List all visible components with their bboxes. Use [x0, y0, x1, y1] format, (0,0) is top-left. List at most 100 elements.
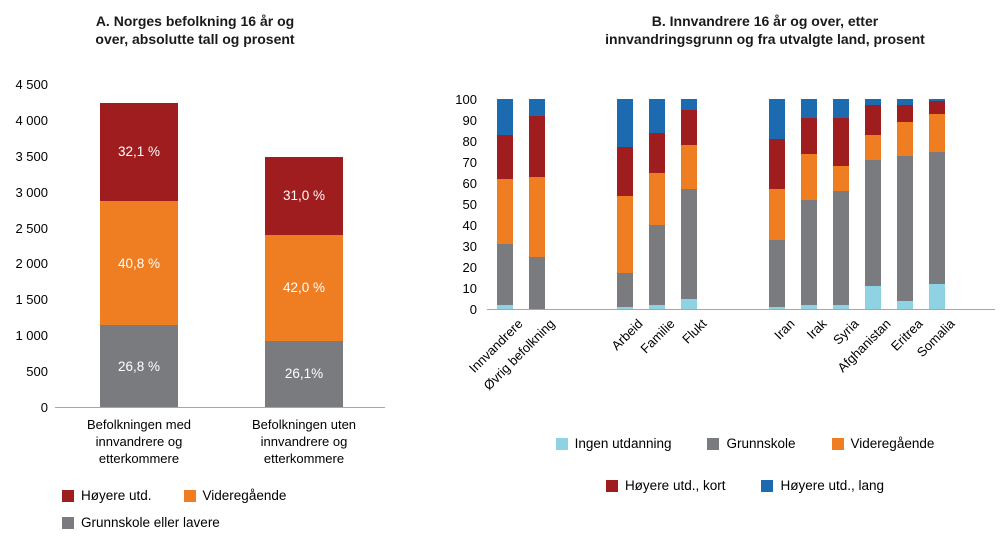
chart-b-segment — [681, 298, 697, 309]
chart-b-title-line1: B. Innvandrere 16 år og over, etter — [651, 13, 879, 29]
legend-item: Høyere utd. — [62, 488, 152, 503]
chart-b-segment — [897, 122, 913, 156]
chart-b-segment — [897, 155, 913, 301]
chart-a-legend-row: Grunnskole eller lavere — [62, 515, 220, 530]
chart-a-segment: 42,0 % — [265, 234, 343, 341]
chart-b-segment — [649, 99, 665, 133]
chart-a-segment: 31,0 % — [265, 156, 343, 235]
chart-a-title-line2: over, absolutte tall og prosent — [95, 31, 295, 47]
chart-b-bar — [801, 99, 817, 309]
chart-b-y-tick-label: 20 — [462, 260, 477, 275]
chart-b-segment — [897, 300, 913, 309]
chart-b-y-tick-label: 80 — [462, 134, 477, 149]
chart-b-segment — [497, 178, 513, 244]
chart-b-segment — [801, 117, 817, 154]
chart-a-y-tick-label: 0 — [40, 400, 48, 415]
legend-label: Høyere utd. — [81, 488, 152, 503]
chart-a-bar: 26,8 % 40,8 % 32,1 % — [100, 84, 178, 407]
legend-swatch — [62, 489, 74, 502]
segment-percent-label: 40,8 % — [117, 255, 161, 271]
legend-swatch — [555, 437, 568, 450]
chart-a-category-label-line: Befolkningen med — [86, 417, 192, 432]
chart-b-y-tick-label: 60 — [462, 176, 477, 191]
chart-b-segment — [497, 304, 513, 309]
chart-a-title: A. Norges befolkning 16 år og over, abso… — [20, 12, 370, 48]
chart-b-y-tick-label: 0 — [469, 302, 477, 317]
chart-b-segment — [769, 138, 785, 190]
chart-b-segment — [529, 256, 545, 309]
legend-swatch — [605, 479, 618, 492]
chart-a-category-label-line: innvandrere og — [260, 434, 348, 449]
legend-label: Ingen utdanning — [574, 436, 672, 451]
chart-b-segment — [833, 99, 849, 118]
chart-b-bar — [617, 99, 633, 309]
chart-b-title-line2: innvandringsgrunn og fra utvalgte land, … — [605, 31, 925, 47]
segment-percent-label: 26,8 % — [117, 358, 161, 374]
chart-b-y-tick-label: 100 — [455, 92, 477, 107]
chart-b-segment — [497, 99, 513, 135]
chart-a-panel: A. Norges befolkning 16 år og over, abso… — [0, 0, 430, 560]
chart-b-segment — [801, 199, 817, 305]
chart-b-segment — [929, 151, 945, 284]
chart-b-y-tick-label: 10 — [462, 281, 477, 296]
legend-item: Høyere utd., kort — [605, 478, 725, 493]
chart-b-segment — [617, 195, 633, 274]
chart-b-segment — [617, 306, 633, 309]
chart-a-y-tick-label: 3 500 — [15, 148, 48, 164]
chart-b-panel: B. Innvandrere 16 år og over, etter innv… — [430, 0, 1000, 560]
chart-a-category-label-line: etterkommere — [263, 451, 345, 466]
legend-item: Grunnskole — [707, 436, 796, 451]
chart-a-category-label-line: Befolkningen uten — [251, 417, 357, 432]
chart-b-segment — [865, 99, 881, 106]
chart-b-segment — [529, 176, 545, 257]
chart-b-segment — [497, 243, 513, 305]
chart-b-segment — [649, 225, 665, 305]
chart-a-y-tick-label: 4 000 — [15, 112, 48, 128]
chart-b-segment — [769, 189, 785, 240]
chart-b-bar — [649, 99, 665, 309]
chart-a-y-tick-label: 1 500 — [15, 292, 48, 308]
chart-b-bar — [865, 99, 881, 309]
chart-b-segment — [649, 132, 665, 173]
chart-a-y-tick-label: 3 000 — [15, 184, 48, 200]
chart-b-segment — [681, 189, 697, 299]
segment-percent-label: 42,0 % — [282, 280, 326, 296]
legend-item: Videregående — [183, 488, 287, 503]
chart-b-segment — [769, 306, 785, 309]
chart-b-bar — [681, 99, 697, 309]
chart-b-segment — [681, 99, 697, 110]
chart-a-segment: 40,8 % — [100, 200, 178, 326]
chart-b-segment — [833, 117, 849, 167]
legend-swatch — [62, 516, 74, 529]
chart-b-bar — [929, 99, 945, 309]
chart-b-segment — [865, 105, 881, 135]
legend-label: Videregående — [202, 488, 287, 503]
chart-b-y-tick-label: 40 — [462, 218, 477, 233]
chart-b-segment — [617, 273, 633, 307]
chart-a-bar: 26,1% 42,0 % 31,0 % — [265, 84, 343, 407]
chart-b-segment — [833, 304, 849, 309]
chart-a-category-label-line: etterkommere — [98, 451, 180, 466]
chart-b-plot-area — [487, 99, 995, 310]
chart-b-legend-row: Ingen utdanning Grunnskole Videregående — [490, 436, 1000, 451]
segment-percent-label: 32,1 % — [117, 144, 161, 160]
chart-b-segment — [681, 109, 697, 146]
chart-b-segment — [617, 99, 633, 148]
chart-b-bar — [497, 99, 513, 309]
chart-b-y-tick-label: 90 — [462, 113, 477, 128]
chart-b-y-tick-label: 70 — [462, 155, 477, 170]
chart-a-category-label: Befolkningen med innvandrere og etterkomme… — [54, 416, 224, 467]
chart-b-segment — [897, 99, 913, 106]
chart-b-y-tick-label: 50 — [462, 197, 477, 212]
chart-b-segment — [897, 105, 913, 123]
chart-b-segment — [833, 166, 849, 192]
legend-item: Ingen utdanning — [555, 436, 672, 451]
chart-b-segment — [929, 283, 945, 309]
chart-b-segment — [929, 99, 945, 102]
chart-a-y-tick-label: 2 500 — [15, 220, 48, 236]
chart-b-segment — [649, 304, 665, 309]
chart-b-legend-row: Høyere utd., kort Høyere utd., lang — [490, 478, 1000, 493]
legend-swatch — [831, 437, 844, 450]
chart-b-y-tick-label: 30 — [462, 239, 477, 254]
